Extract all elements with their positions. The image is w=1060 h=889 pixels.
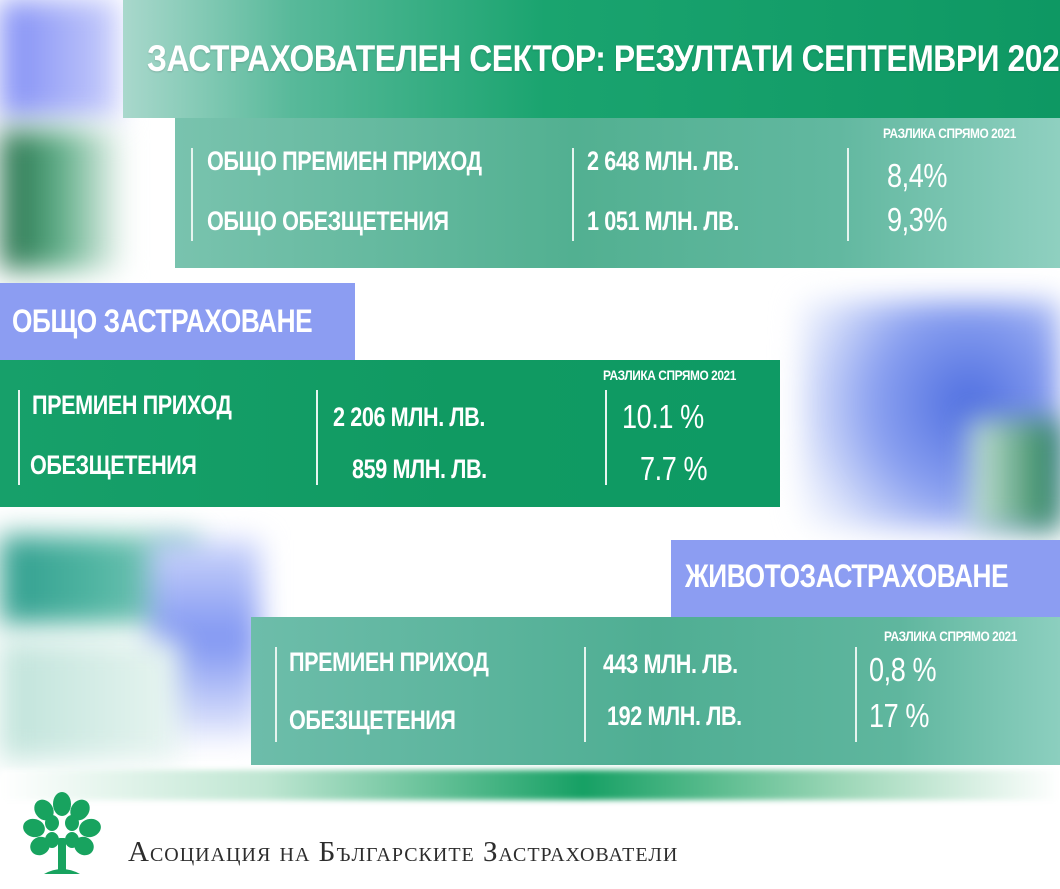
life-claims-label: ОБЕЗЩЕТЕНИЯ (289, 705, 456, 735)
decor-green-right (970, 420, 1060, 530)
general-premium-change: 10.1 % (622, 398, 704, 435)
general-premium-label: ПРЕМИЕН ПРИХОД (32, 390, 232, 420)
sector-premium-change: 8,4% (887, 157, 948, 194)
sector-divider-right (847, 148, 849, 241)
general-heading: ОБЩО ЗАСТРАХОВАНЕ (12, 303, 313, 339)
organization-name: Асоциация на Българските Застрахователи (128, 836, 679, 868)
life-heading: ЖИВОТОЗАСТРАХОВАНЕ (685, 558, 1009, 594)
life-divider-left (275, 647, 277, 742)
sector-claims-value: 1 051 МЛН. ЛВ. (587, 206, 739, 236)
sector-premium-label: ОБЩО ПРЕМИЕН ПРИХОД (207, 146, 482, 176)
sector-claims-change: 9,3% (887, 201, 948, 238)
sector-divider-mid (572, 148, 574, 241)
life-heading-badge: ЖИВОТОЗАСТРАХОВАНЕ (671, 540, 1060, 617)
general-divider-mid (316, 390, 318, 485)
life-premium-change: 0,8 % (869, 651, 937, 688)
title-banner: ЗАСТРАХОВАТЕЛЕН СЕКТОР: РЕЗУЛТАТИ СЕПТЕМ… (123, 0, 1060, 118)
decor-teal-lower-left (0, 640, 180, 760)
life-claims-value: 192 МЛН. ЛВ. (607, 701, 742, 731)
general-insurance-panel: РАЗЛИКА СПРЯМО 2021 ПРЕМИЕН ПРИХОД 2 206… (0, 360, 780, 507)
life-diff-header: РАЗЛИКА СПРЯМО 2021 (884, 628, 1017, 644)
decor-blue-top-left (0, 0, 118, 118)
sector-claims-label: ОБЩО ОБЕЗЩЕТЕНИЯ (207, 206, 449, 236)
life-premium-label: ПРЕМИЕН ПРИХОД (289, 647, 489, 677)
general-claims-value: 859 МЛН. ЛВ. (352, 454, 487, 484)
general-divider-left (18, 390, 20, 485)
sector-diff-header: РАЗЛИКА СПРЯМО 2021 (883, 125, 1016, 141)
life-divider-right (855, 647, 857, 742)
life-claims-change: 17 % (869, 697, 930, 734)
decor-green-left (0, 130, 120, 270)
tree-logo-icon (23, 792, 101, 874)
bottom-accent-stripe (0, 770, 1060, 800)
sector-divider-left (191, 148, 193, 241)
general-heading-badge: ОБЩО ЗАСТРАХОВАНЕ (0, 283, 355, 360)
general-divider-right (605, 390, 607, 485)
general-premium-value: 2 206 МЛН. ЛВ. (333, 402, 485, 432)
life-insurance-panel: РАЗЛИКА СПРЯМО 2021 ПРЕМИЕН ПРИХОД 443 М… (251, 617, 1060, 765)
life-divider-mid (584, 647, 586, 742)
life-premium-value: 443 МЛН. ЛВ. (603, 649, 738, 679)
sector-premium-value: 2 648 МЛН. ЛВ. (587, 146, 739, 176)
general-claims-label: ОБЕЗЩЕТЕНИЯ (30, 450, 197, 480)
sector-results-panel: РАЗЛИКА СПРЯМО 2021 ОБЩО ПРЕМИЕН ПРИХОД … (175, 118, 1060, 268)
general-claims-change: 7.7 % (640, 450, 708, 487)
page-title: ЗАСТРАХОВАТЕЛЕН СЕКТОР: РЕЗУЛТАТИ СЕПТЕМ… (147, 38, 1060, 79)
general-diff-header: РАЗЛИКА СПРЯМО 2021 (603, 367, 736, 383)
